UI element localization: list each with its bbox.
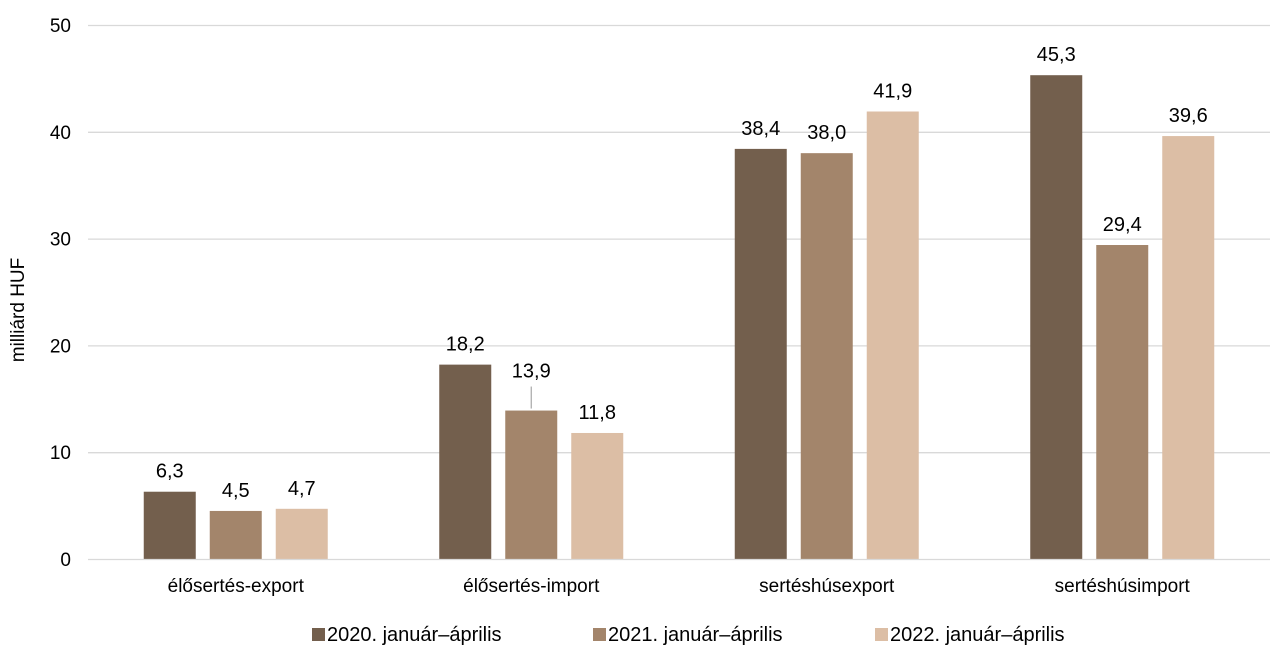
data-label: 38,0: [807, 122, 846, 144]
legend-label: 2020. január–április: [327, 624, 502, 646]
bar: [275, 508, 328, 559]
data-label: 45,3: [1037, 44, 1076, 66]
x-axis-categories: élősertés-export élősertés-import sertéshú…: [168, 576, 1191, 597]
legend-label: 2022. január–április: [890, 624, 1065, 646]
x-category-label: élősertés-import: [463, 576, 600, 597]
data-label: 6,3: [156, 461, 184, 483]
data-label: 4,5: [222, 480, 250, 502]
bars: [143, 75, 1215, 560]
data-label: 13,9: [512, 361, 551, 383]
bar: [1030, 75, 1083, 560]
bar: [209, 510, 262, 559]
x-category-label: élősertés-export: [168, 576, 305, 597]
y-tick-label: 50: [50, 16, 71, 37]
bar: [1162, 136, 1215, 559]
y-tick-label: 30: [50, 230, 71, 251]
bar: [571, 432, 624, 559]
gridlines: [88, 24, 1270, 454]
y-axis-title: milliárd HUF: [8, 258, 29, 363]
bar: [1096, 245, 1149, 559]
data-label: 29,4: [1103, 214, 1142, 236]
data-label: 4,7: [288, 478, 316, 500]
data-label: 39,6: [1169, 105, 1208, 127]
y-tick-label: 0: [60, 550, 71, 571]
legend-label: 2021. január–április: [608, 624, 783, 646]
y-tick-label: 40: [50, 123, 71, 144]
data-labels: 6,3 4,5 4,7 18,2 13,9 11,8 38,4 38,0 41,9 45,3 29,…: [156, 44, 1208, 502]
y-axis-ticks: 0 10 20 30 40 50: [50, 16, 71, 571]
bar: [505, 410, 558, 559]
legend: 2020. január–április 2021. január–április…: [312, 624, 1065, 646]
data-label: 41,9: [873, 81, 912, 103]
bar: [439, 364, 492, 559]
data-label: 11,8: [579, 402, 616, 424]
bar: [734, 148, 787, 559]
x-category-label: sertéshúsimport: [1055, 576, 1191, 597]
data-label: 18,2: [446, 334, 485, 356]
data-label: 38,4: [741, 118, 780, 140]
bar: [143, 491, 196, 559]
legend-swatch: [312, 628, 325, 641]
legend-swatch: [593, 628, 606, 641]
y-tick-label: 10: [50, 443, 71, 464]
bar: [800, 153, 853, 559]
x-category-label: sertéshúsexport: [759, 576, 895, 597]
bar: [866, 111, 919, 560]
legend-swatch: [875, 628, 888, 641]
y-tick-label: 20: [50, 336, 71, 357]
